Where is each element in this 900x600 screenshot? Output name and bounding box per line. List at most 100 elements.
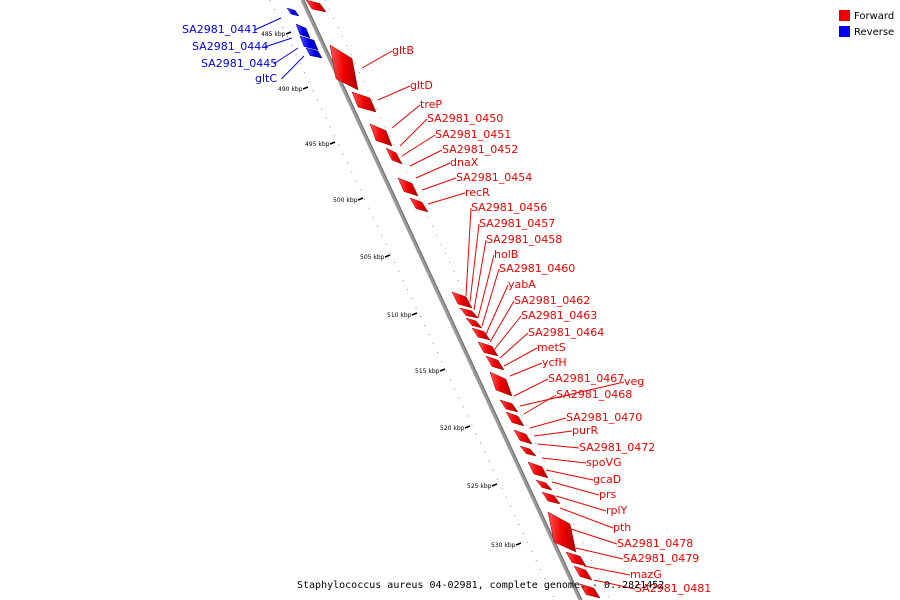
gene-label-sa2981-0470: SA2981_0470 [566, 411, 642, 424]
gene-leader-line [519, 381, 625, 407]
gene-label-ycfh: ycfH [542, 356, 567, 369]
gene-label-mazg: mazG [630, 568, 662, 581]
genome-backbone-shadow [303, 0, 583, 600]
gene-label-sa2981-0478: SA2981_0478 [617, 537, 693, 550]
gene-label-sa2981-0472: SA2981_0472 [579, 441, 655, 454]
forward-gene-feature [485, 355, 505, 371]
gene-label-sa2981-0463: SA2981_0463 [521, 309, 597, 322]
forward-gene-feature [451, 291, 473, 309]
gene-leader-line [559, 507, 614, 529]
gene-leader-line [593, 579, 636, 590]
gene-leader-line [555, 495, 607, 512]
gene-label-sa2981-0467: SA2981_0467 [548, 372, 624, 385]
forward-gene-feature [397, 177, 419, 197]
gene-label-sa2981-0460: SA2981_0460 [499, 262, 575, 275]
gene-leader-line [499, 332, 529, 359]
gene-leader-line [281, 55, 305, 80]
gene-leader-line [377, 85, 411, 101]
legend: Forward Reverse [839, 10, 894, 38]
gene-leader-line [523, 394, 557, 415]
gene-labels: SA2981_0441 SA2981_0444 SA2981_0445 gltC glt… [182, 17, 711, 595]
scale-dotted-line [269, 0, 556, 600]
gene-label-sa2981-0462: SA2981_0462 [514, 294, 590, 307]
forward-dotted-track [324, 0, 611, 600]
scale-tick [464, 425, 471, 429]
gene-leader-line [421, 177, 457, 191]
scale-tick [411, 312, 418, 316]
forward-gene-feature [459, 307, 479, 319]
gene-leader-line [489, 300, 515, 343]
gene-leader-line [415, 162, 451, 179]
gene-label-sa2981-0454: SA2981_0454 [456, 171, 532, 184]
forward-gene-feature [305, 0, 327, 13]
gene-label-gltb: gltB [392, 44, 414, 57]
gene-label-sa2981-0450: SA2981_0450 [427, 112, 503, 125]
scale-tick-label: 515 kbp [415, 368, 440, 375]
gene-leader-line [469, 223, 480, 303]
scale-tick [491, 483, 498, 487]
gene-leader-line [273, 47, 299, 65]
gene-label-gcad: gcaD [593, 473, 621, 486]
gene-leader-line [541, 457, 587, 464]
legend-forward-swatch [839, 10, 850, 21]
scale-tick [515, 542, 522, 546]
reverse-gene-feature [286, 7, 300, 17]
legend-forward-label: Forward [854, 11, 894, 22]
scale-tick [384, 254, 391, 258]
gene-label-sa2981-0457: SA2981_0457 [479, 217, 555, 230]
forward-gene-feature [519, 445, 537, 457]
forward-gene-feature [409, 197, 429, 213]
scale-tick-label: 500 kbp [333, 197, 358, 204]
gene-leader-line [427, 192, 466, 205]
gene-label-sa2981-0458: SA2981_0458 [486, 233, 562, 246]
scale-tick-label: 520 kbp [440, 425, 465, 432]
gene-leader-line [254, 17, 282, 31]
forward-gene-feature [547, 511, 577, 553]
gene-leader-line [493, 315, 522, 351]
gene-label-sa2981-0464: SA2981_0464 [528, 326, 604, 339]
gene-label-pth: pth [613, 521, 631, 534]
reverse-gene-feature [305, 47, 323, 59]
gene-label-gltd: gltD [410, 79, 433, 92]
gene-label-sa2981-0444: SA2981_0444 [192, 40, 268, 53]
gene-label-recr: recR [465, 186, 490, 199]
gene-label-sa2981-0456: SA2981_0456 [471, 201, 547, 214]
gene-label-sa2981-0481: SA2981_0481 [635, 582, 711, 595]
scale-tick-label: 495 kbp [305, 141, 330, 148]
scale-tick-label: 490 kbp [278, 86, 303, 93]
gene-label-veg: veg [624, 375, 644, 388]
forward-gene-feature [499, 399, 519, 413]
forward-gene-feature [471, 327, 491, 341]
gene-leader-line [401, 134, 436, 157]
gene-leader-line [361, 50, 393, 69]
gene-label-sa2981-0468: SA2981_0468 [556, 388, 632, 401]
gene-leader-line [567, 527, 618, 545]
gene-label-sa2981-0441: SA2981_0441 [182, 23, 258, 36]
forward-gene-feature [573, 565, 593, 581]
scale-tick-label: 525 kbp [467, 483, 492, 490]
gene-leader-line [477, 254, 495, 319]
gene-leader-line [513, 378, 549, 397]
reverse-gene-feature [295, 23, 311, 39]
gene-label-sa2981-0451: SA2981_0451 [435, 128, 511, 141]
forward-gene-feature [477, 341, 499, 357]
gene-leader-line [503, 347, 538, 367]
forward-gene-feature [465, 317, 483, 329]
scale-tick [439, 368, 446, 372]
scale-tick [302, 86, 309, 90]
gene-label-sa2981-0452: SA2981_0452 [442, 143, 518, 156]
gene-leader-line [545, 469, 594, 481]
forward-gene-feature [489, 371, 513, 397]
gene-features [286, 0, 601, 599]
scale-tick-label: 505 kbp [360, 254, 385, 261]
gene-leader-line [391, 104, 421, 129]
scale-tick-label: 485 kbp [261, 31, 286, 38]
forward-gene-feature [527, 461, 549, 479]
gene-label-sa2981-0445: SA2981_0445 [201, 57, 277, 70]
scale-tick [285, 31, 292, 35]
gene-leader-line [264, 37, 293, 48]
gene-leader-line [399, 118, 428, 147]
forward-gene-feature [385, 147, 403, 165]
reverse-gene-feature [299, 35, 319, 51]
